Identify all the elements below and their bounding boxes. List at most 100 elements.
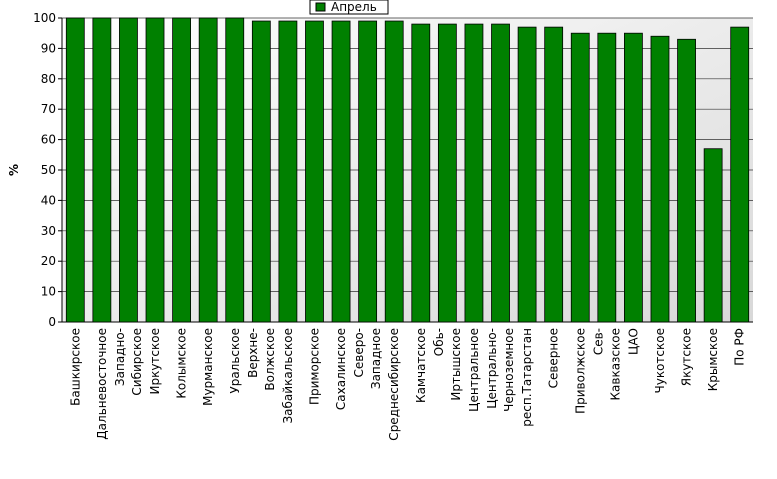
y-tick-label: 60	[41, 133, 56, 147]
x-tick-label: Чукотское	[653, 328, 667, 393]
legend-swatch	[315, 2, 326, 12]
x-tick-label-line: Центрально-	[485, 328, 499, 409]
x-tick-label-line: Якутское	[680, 328, 694, 386]
bar	[384, 20, 404, 323]
x-tick-label-line: Иртышское	[449, 328, 463, 401]
x-tick-label-line: Северо-	[352, 328, 366, 378]
x-tick-label-line: Камчатское	[414, 328, 428, 403]
x-tick-label: Среднесибирское	[387, 328, 401, 441]
bar	[437, 23, 457, 323]
x-tick-label: Центральное	[467, 328, 481, 412]
x-tick-label-line: Северное	[547, 328, 561, 388]
x-tick-label: Западно- Сибирское	[113, 328, 144, 396]
x-tick-label: Верхне- Волжское	[246, 328, 277, 391]
bar	[677, 38, 696, 323]
x-tick-label: ЦАО	[626, 328, 640, 355]
x-tick-label-line: Западное	[369, 328, 383, 389]
y-tick-label: 40	[41, 193, 56, 207]
x-tick-label: Колымское	[175, 328, 189, 399]
y-tick-label: 50	[41, 163, 56, 177]
x-tick-label: Приволжское	[573, 328, 587, 414]
x-tick-label: Иркутское	[148, 328, 162, 395]
x-tick-label-line: респ.Татарстан	[520, 328, 534, 427]
bar	[570, 32, 590, 323]
y-axis-label: %	[7, 164, 21, 176]
x-tick-label-line: Приволжское	[573, 328, 587, 414]
bar	[544, 26, 564, 323]
x-tick-label-line: Колымское	[175, 328, 189, 399]
x-tick-label: Уральское	[228, 328, 242, 394]
bar	[358, 20, 378, 323]
bar	[251, 20, 271, 323]
x-tick-label-line: Мурманское	[201, 328, 215, 406]
x-tick-label-line: Западно-	[113, 328, 127, 386]
x-tick-label: Северо- Западное	[352, 328, 383, 389]
x-tick-label-line: Верхне-	[246, 328, 260, 378]
x-tick-label-line: Кавказское	[608, 328, 622, 401]
x-tick-label: Крымское	[706, 328, 720, 391]
x-tick-label: Обь- Иртышское	[432, 328, 463, 401]
x-tick-label-line: Чукотское	[653, 328, 667, 393]
y-tick-label: 90	[41, 41, 56, 55]
x-tick-label-line: Приморское	[307, 328, 321, 405]
bar	[172, 17, 191, 323]
x-tick-label: Забайкальское	[281, 328, 295, 424]
bar	[92, 17, 112, 323]
x-tick-label-line: Забайкальское	[281, 328, 295, 424]
bar	[145, 17, 165, 323]
x-tick-label-line: Крымское	[706, 328, 720, 391]
x-tick-label: Сев- Кавказское	[591, 328, 622, 401]
x-tick-label-line: Сибирское	[130, 328, 144, 396]
bar	[411, 23, 431, 323]
x-tick-label-line: ЦАО	[626, 328, 640, 355]
bar	[198, 17, 218, 323]
y-tick-label: 20	[41, 254, 56, 268]
x-tick-label: Башкирское	[68, 328, 82, 406]
x-tick-label-line: Среднесибирское	[387, 328, 401, 441]
bar	[119, 17, 138, 323]
bar	[278, 20, 298, 323]
x-tick-label: Мурманское	[201, 328, 215, 406]
bar	[225, 17, 245, 323]
bar	[650, 35, 670, 323]
x-tick-label-line: Центральное	[467, 328, 481, 412]
x-tick-label: По РФ	[733, 328, 747, 366]
x-tick-label: Северное	[547, 328, 561, 388]
x-tick-label: Якутское	[680, 328, 694, 386]
y-tick-label: 80	[41, 72, 56, 86]
legend-label: Апрель	[331, 0, 377, 14]
bar	[730, 26, 750, 323]
bar	[464, 23, 484, 323]
x-tick-label-line: Черноземное	[502, 328, 516, 412]
x-tick-label-line: Дальневосточное	[95, 328, 109, 440]
bar	[517, 26, 537, 323]
x-tick-label-line: Обь-	[432, 328, 446, 356]
legend	[309, 0, 389, 15]
x-tick-label: Сахалинское	[334, 328, 348, 410]
bar	[331, 20, 351, 323]
x-tick-label-line: Башкирское	[68, 328, 82, 406]
x-tick-label: Камчатское	[414, 328, 428, 403]
x-tick-label-line: Иркутское	[148, 328, 162, 395]
y-tick-label: 10	[41, 285, 56, 299]
y-tick-label: 70	[41, 102, 56, 116]
bar	[597, 32, 617, 323]
x-tick-label-line: Волжское	[263, 328, 277, 391]
bar	[491, 23, 510, 323]
bar	[624, 32, 643, 323]
bar	[65, 17, 85, 323]
x-tick-label-line: Сев-	[591, 328, 605, 355]
x-tick-label: Приморское	[307, 328, 321, 405]
x-tick-label-line: Уральское	[228, 328, 242, 394]
x-tick-label-line: Сахалинское	[334, 328, 348, 410]
bar	[305, 20, 324, 323]
x-tick-label: Дальневосточное	[95, 328, 109, 440]
x-tick-label: респ.Татарстан	[520, 328, 534, 427]
y-tick-label: 0	[48, 315, 56, 329]
x-tick-label-line: По РФ	[733, 328, 747, 366]
y-tick-label: 100	[33, 11, 56, 25]
bar	[703, 148, 723, 323]
y-tick-label: 30	[41, 224, 56, 238]
x-tick-label: Центрально- Черноземное	[485, 328, 516, 412]
